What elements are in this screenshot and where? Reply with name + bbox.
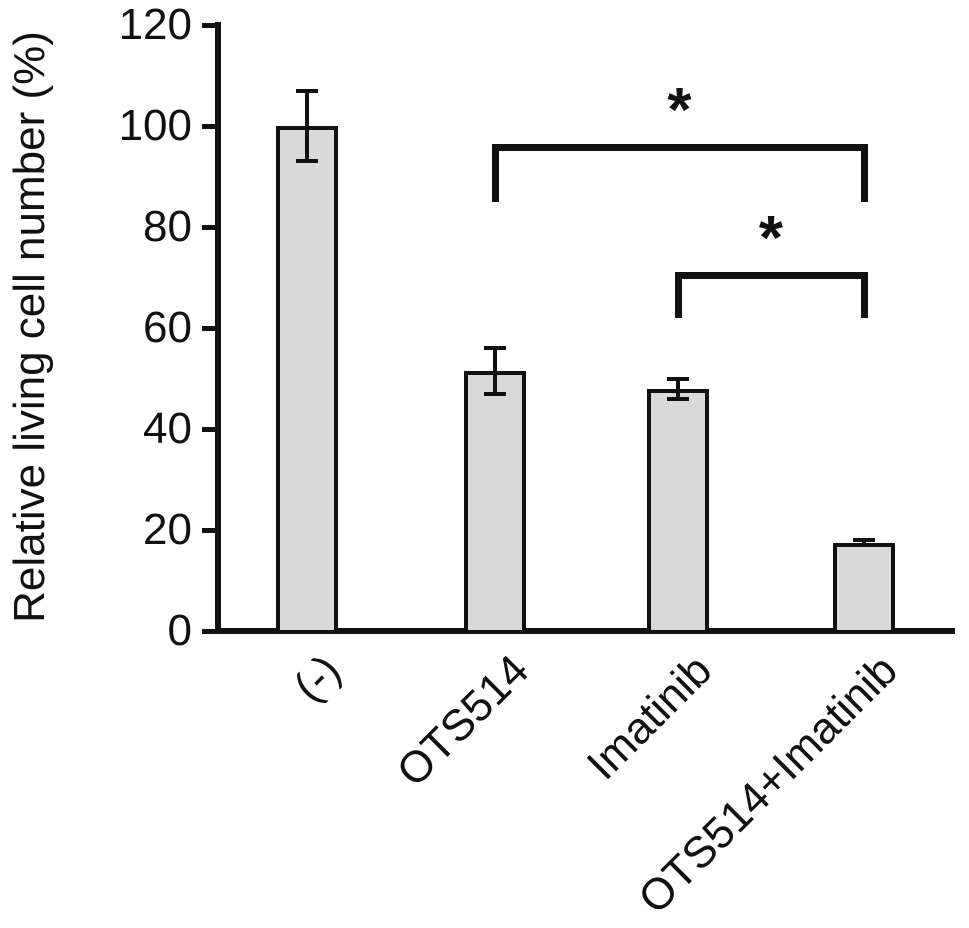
error-bar-line (862, 540, 866, 546)
error-bar-line (676, 378, 680, 399)
x-axis-line (215, 628, 955, 634)
bar (833, 542, 895, 634)
y-tick-mark (202, 224, 215, 230)
error-bar-cap-bottom (667, 396, 689, 401)
y-tick-mark (202, 628, 215, 634)
y-tick-mark (202, 426, 215, 432)
x-tick-label: OTS514 (387, 645, 539, 797)
y-tick-label: 60 (143, 303, 192, 352)
y-tick-label: 100 (118, 101, 192, 150)
y-tick-mark (202, 325, 215, 331)
y-tick-mark (202, 123, 215, 129)
y-tick-label: 0 (167, 606, 192, 655)
error-bar-cap-bottom (296, 159, 318, 164)
y-tick-label: 120 (118, 0, 192, 49)
error-bar-cap-top (484, 346, 506, 351)
error-bar-line (493, 348, 497, 394)
error-bar-cap-bottom (484, 391, 506, 396)
y-tick-label: 40 (143, 404, 192, 453)
error-bar-cap-bottom (853, 543, 875, 548)
y-axis-line (215, 22, 221, 634)
bar (276, 126, 338, 634)
error-bar-cap-top (853, 538, 875, 543)
y-tick-mark (202, 527, 215, 533)
error-bar-line (305, 90, 309, 162)
x-tick-label: (-) (284, 645, 351, 712)
y-tick-mark (202, 22, 215, 28)
significance-bracket (491, 143, 868, 202)
significance-asterisk: * (667, 75, 692, 145)
error-bar-cap-top (667, 376, 689, 381)
significance-asterisk: * (758, 204, 784, 274)
y-tick-label: 80 (143, 202, 192, 251)
error-bar-cap-top (296, 88, 318, 93)
bar (464, 370, 526, 634)
significance-bracket (674, 272, 868, 318)
x-tick-label: Imatinib (577, 645, 722, 790)
y-tick-label: 20 (143, 505, 192, 554)
bar (647, 388, 709, 634)
